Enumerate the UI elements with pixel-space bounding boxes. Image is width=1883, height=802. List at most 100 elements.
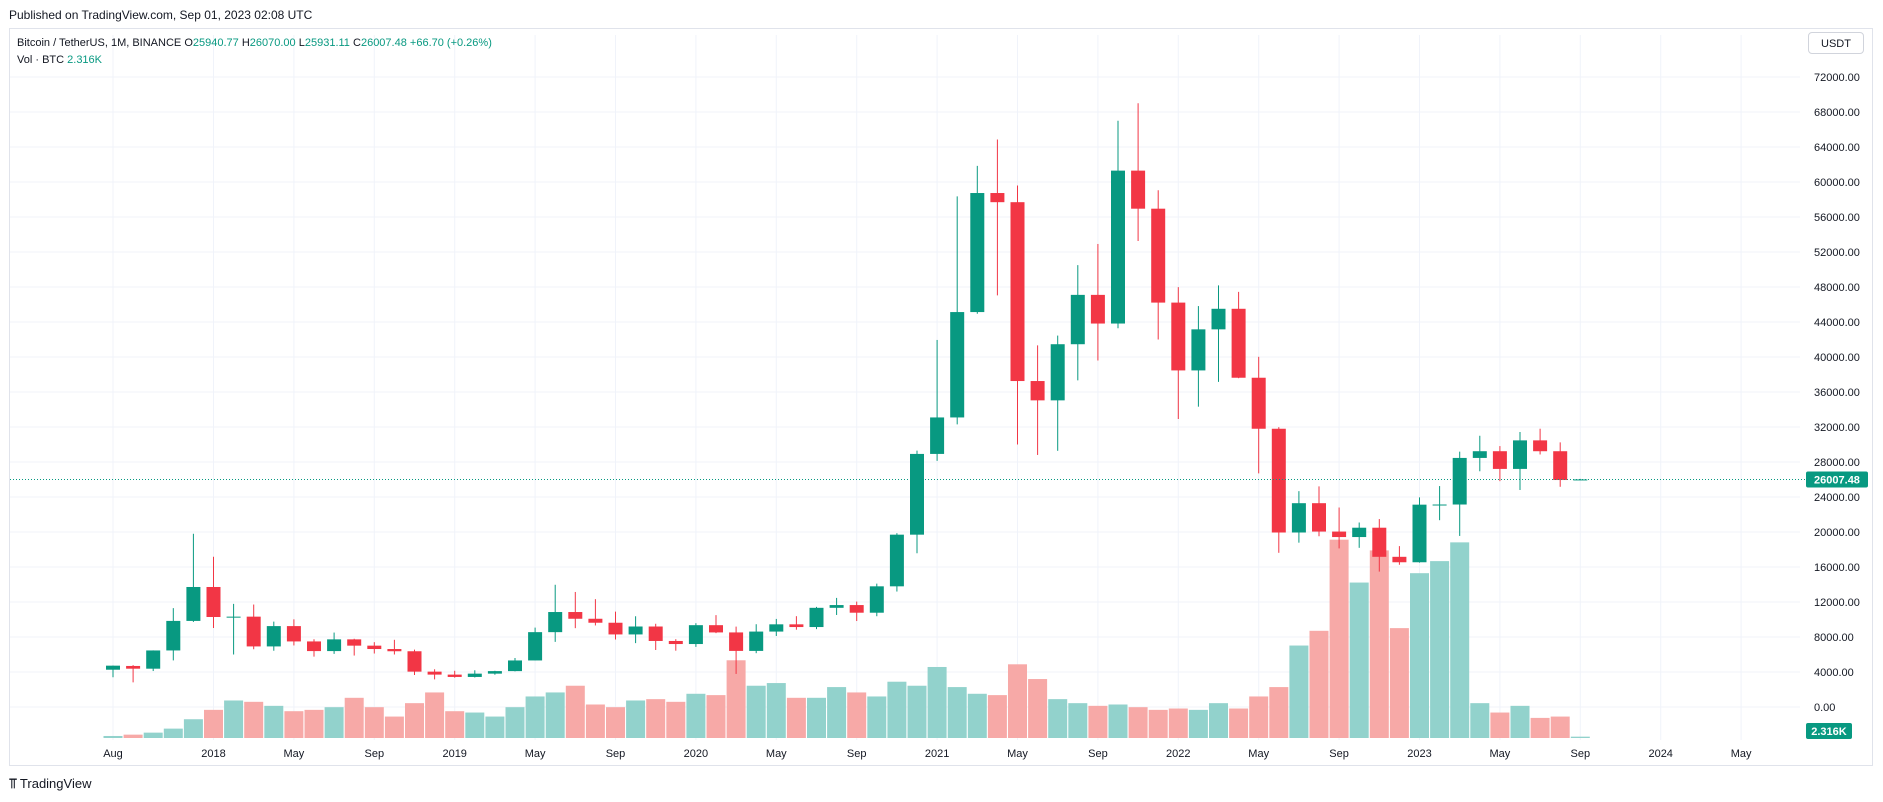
candle-body [1090,294,1105,324]
candle-body [970,193,985,313]
volume-bar [1048,699,1068,738]
volume-bar [284,711,304,738]
candle-body [688,625,703,645]
volume-bar [1389,628,1409,738]
candle-body [769,624,784,632]
volume-bar [1510,705,1530,738]
candle-body [648,626,663,641]
candle [1573,478,1588,481]
change-value: +66.70 (+0.26%) [409,37,492,49]
volume-bar [1068,703,1088,738]
candle [1352,522,1367,548]
candle-body [106,665,120,670]
volume-bar [1128,707,1148,738]
candle-body [869,586,884,613]
candle [126,665,141,683]
volume-bar [1249,696,1269,738]
candle [307,639,321,657]
low-label: L [298,37,305,49]
volume-bar [1329,539,1349,738]
candle [427,669,442,680]
symbol-label: Bitcoin / TetherUS, 1M, BINANCE [17,37,182,49]
volume-bar [686,693,706,738]
candle [729,626,744,674]
candle-body [1111,170,1125,324]
candle [608,611,623,640]
candle-body [166,620,181,651]
volume-bar [1188,709,1208,738]
volume-bar [867,696,887,738]
volume-bar [545,692,565,738]
candle [1010,185,1025,445]
candle [1151,190,1166,340]
candle-body [1432,504,1447,506]
last-price-label: 26007.48 [1814,474,1860,486]
x-tick-label: May [766,748,787,760]
candle [1492,446,1507,482]
candle [206,556,221,628]
currency-button[interactable]: USDT [1808,32,1864,54]
candle [709,615,723,634]
candle [1070,265,1085,381]
volume-bar [465,712,485,738]
candle [749,624,764,654]
y-tick-label: 56000.00 [1814,212,1860,224]
candle-body [1472,451,1487,458]
candle [387,639,402,655]
high-value: 26070.00 [249,37,296,49]
volume-bar [1088,705,1108,738]
candle-body [487,671,502,674]
volume-bar [585,704,605,738]
candle [829,597,844,615]
volume-bar [1550,716,1570,738]
volume-bar [1530,717,1550,738]
x-tick-label: May [284,748,305,760]
candle-body [1372,527,1387,557]
volume-bar [123,734,143,738]
candle-body [729,632,744,651]
candle-body [950,312,965,418]
chart-frame [9,28,1873,766]
volume-bar [1570,736,1590,738]
candle [548,584,563,642]
candle [1111,120,1125,329]
candle [869,583,884,617]
volume-bar [1470,703,1490,738]
candle-body [1312,503,1326,532]
candle [266,621,281,651]
y-tick-label: 68000.00 [1814,107,1860,119]
y-tick-label: 16000.00 [1814,562,1860,574]
candle-body [1412,504,1427,563]
candle-body [1171,302,1186,371]
candle [246,604,261,650]
y-tick-label: 12000.00 [1814,597,1860,609]
x-tick-label: May [1007,748,1028,760]
x-tick-label: Aug [103,748,123,760]
candle-body [126,665,141,669]
volume-bar [1148,709,1168,738]
volume-bar [807,697,826,738]
candle-body [327,639,342,652]
candle-body [829,605,844,608]
candle-body [1392,556,1407,563]
low-value: 25931.11 [304,37,350,49]
volume-bar [1108,704,1128,738]
candle [648,623,663,650]
candle [1271,427,1286,553]
candle [668,639,683,651]
candle [930,339,945,461]
candle [407,649,422,676]
candle [1553,442,1568,487]
candle [588,599,603,626]
footer-brand[interactable]: TradingView [19,776,92,791]
y-axis: 72000.00 68000.00 64000.00 60000.00 56000.00… [1814,72,1860,714]
candle-body [387,649,402,652]
candle [809,606,824,630]
volume-bar [324,707,344,738]
candle [367,642,382,654]
volume-bar [786,697,806,738]
candle-body [1492,451,1507,469]
y-tick-label: 36000.00 [1814,387,1860,399]
candle-body [668,640,683,645]
